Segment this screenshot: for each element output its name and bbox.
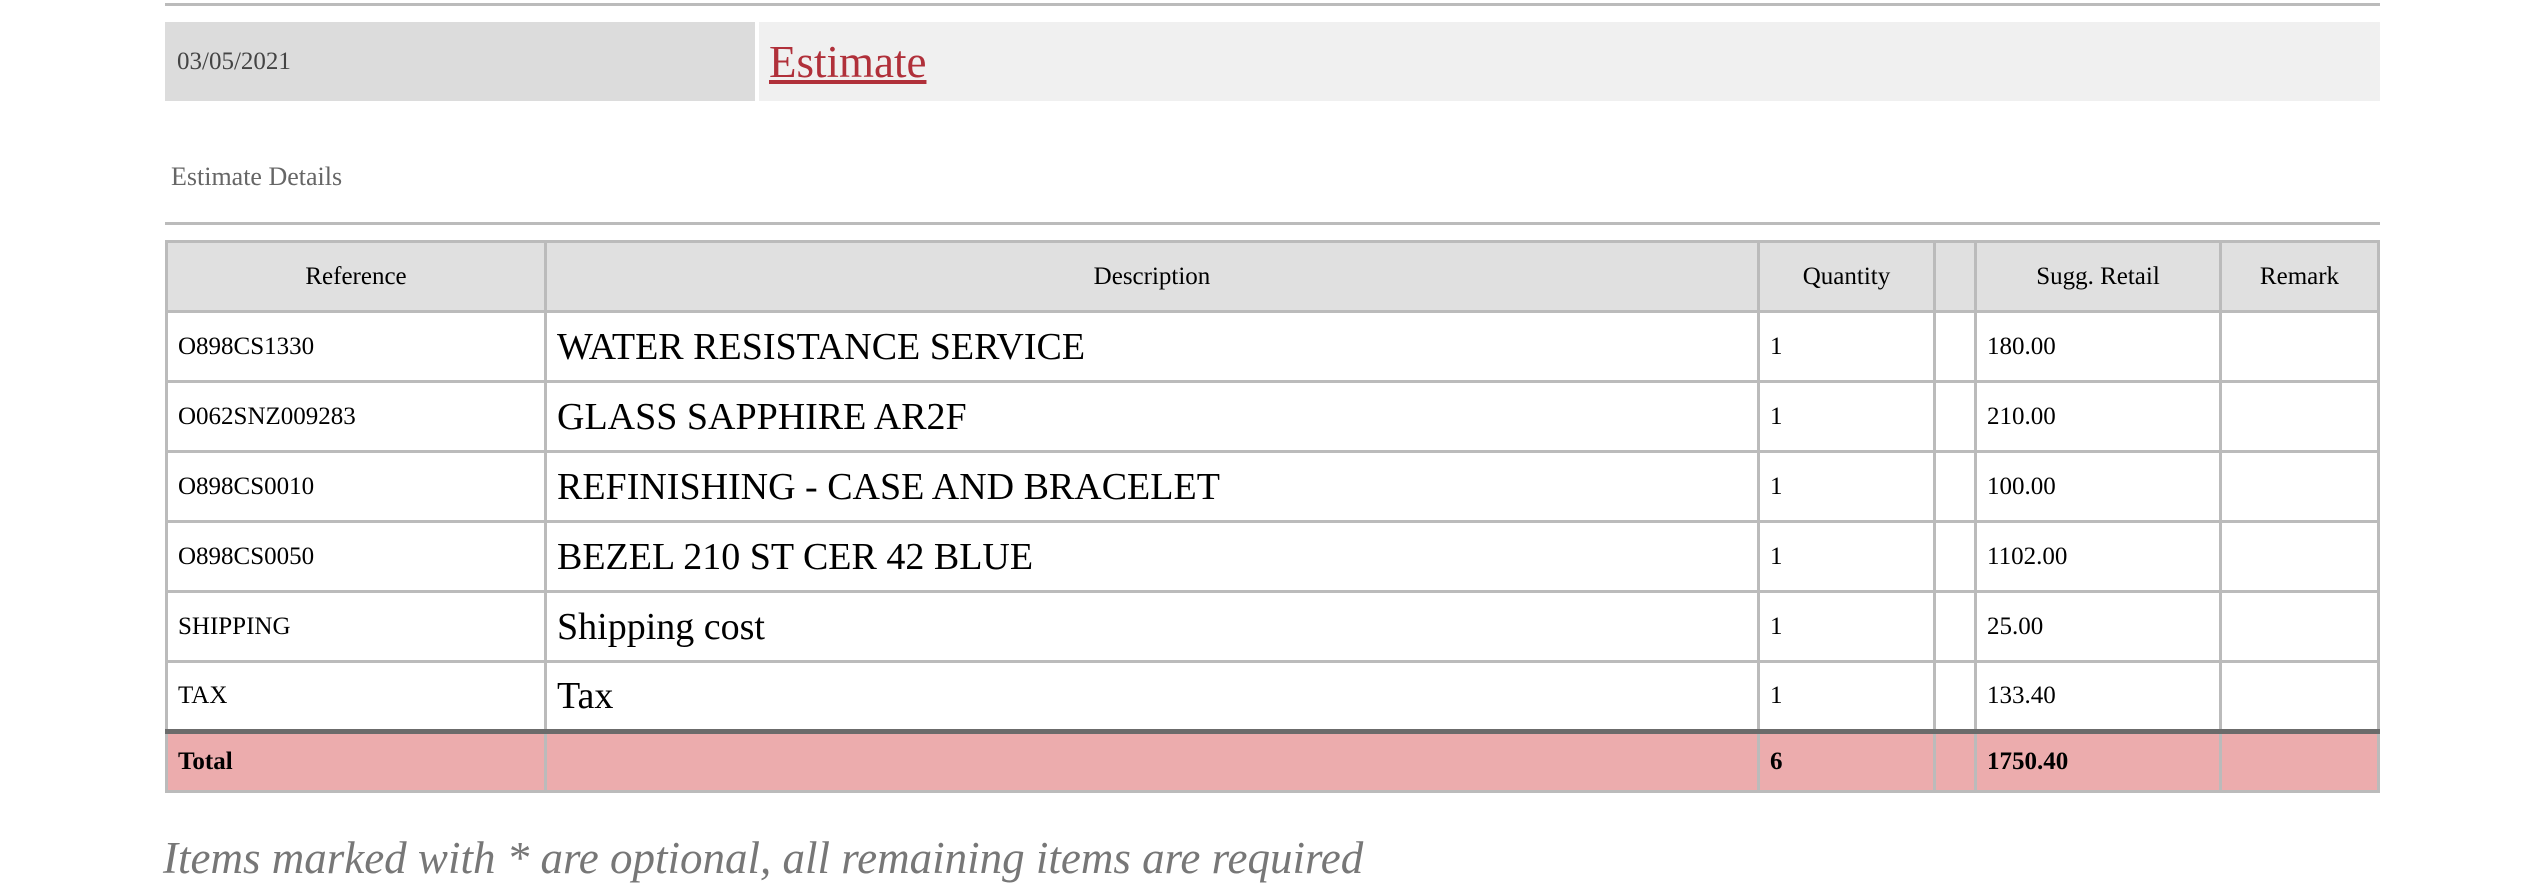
retail-cell: 133.40 xyxy=(1974,660,2222,733)
estimate-title-link[interactable]: Estimate xyxy=(769,36,927,87)
col-reference: Reference xyxy=(165,240,547,313)
description-cell: BEZEL 210 ST CER 42 BLUE xyxy=(544,520,1760,593)
quantity-cell: 1 xyxy=(1757,660,1936,733)
col-remark: Remark xyxy=(2219,240,2380,313)
blank-cell xyxy=(1933,520,1977,593)
quantity-cell: 1 xyxy=(1757,380,1936,453)
total-retail: 1750.40 xyxy=(1974,729,2222,793)
remark-cell xyxy=(2219,380,2380,453)
remark-cell xyxy=(2219,450,2380,523)
col-quantity: Quantity xyxy=(1757,240,1936,313)
reference-cell: O898CS0010 xyxy=(165,450,547,523)
quantity-cell: 1 xyxy=(1757,310,1936,383)
description-cell: Tax xyxy=(544,660,1760,733)
retail-cell: 25.00 xyxy=(1974,590,2222,663)
reference-cell: O062SNZ009283 xyxy=(165,380,547,453)
table-row: TAX Tax 1 133.40 xyxy=(165,660,2380,733)
table-row: O898CS0050 BEZEL 210 ST CER 42 BLUE 1 1102.… xyxy=(165,520,2380,593)
description-cell: REFINISHING - CASE AND BRACELET xyxy=(544,450,1760,523)
description-cell: GLASS SAPPHIRE AR2F xyxy=(544,380,1760,453)
quantity-cell: 1 xyxy=(1757,450,1936,523)
section-title: Estimate Details xyxy=(171,162,343,191)
reference-cell: TAX xyxy=(165,660,547,733)
table-row: SHIPPING Shipping cost 1 25.00 xyxy=(165,590,2380,663)
col-description: Description xyxy=(544,240,1760,313)
remark-cell xyxy=(2219,660,2380,733)
col-blank xyxy=(1933,240,1977,313)
reference-cell: O898CS0050 xyxy=(165,520,547,593)
remark-cell xyxy=(2219,520,2380,593)
retail-cell: 100.00 xyxy=(1974,450,2222,523)
description-cell: WATER RESISTANCE SERVICE xyxy=(544,310,1760,383)
total-quantity: 6 xyxy=(1757,729,1936,793)
blank-cell xyxy=(1933,660,1977,733)
top-divider xyxy=(165,3,2380,6)
retail-cell: 210.00 xyxy=(1974,380,2222,453)
retail-cell: 1102.00 xyxy=(1974,520,2222,593)
remark-cell xyxy=(2219,310,2380,383)
table-row: O062SNZ009283 GLASS SAPPHIRE AR2F 1 210.00 xyxy=(165,380,2380,453)
table-row: O898CS0010 REFINISHING - CASE AND BRACELE… xyxy=(165,450,2380,523)
estimate-header: 03/05/2021 Estimate xyxy=(165,22,2380,101)
blank-cell xyxy=(1933,380,1977,453)
blank-cell xyxy=(1933,590,1977,663)
col-retail: Sugg. Retail xyxy=(1974,240,2222,313)
retail-cell: 180.00 xyxy=(1974,310,2222,383)
section-divider xyxy=(165,222,2380,225)
blank-cell xyxy=(1933,310,1977,383)
quantity-cell: 1 xyxy=(1757,520,1936,593)
estimate-date: 03/05/2021 xyxy=(165,22,755,101)
description-cell: Shipping cost xyxy=(544,590,1760,663)
table-row: O898CS1330 WATER RESISTANCE SERVICE 1 180.0… xyxy=(165,310,2380,383)
remark-cell xyxy=(2219,590,2380,663)
total-row: Total 6 1750.40 xyxy=(165,729,2380,793)
total-label: Total xyxy=(165,729,547,793)
reference-cell: SHIPPING xyxy=(165,590,547,663)
footnote: Items marked with * are optional, all re… xyxy=(163,833,1364,883)
reference-cell: O898CS1330 xyxy=(165,310,547,383)
estimate-table: Reference Description Quantity Sugg. Ret… xyxy=(165,240,2380,793)
quantity-cell: 1 xyxy=(1757,590,1936,663)
blank-cell xyxy=(1933,450,1977,523)
